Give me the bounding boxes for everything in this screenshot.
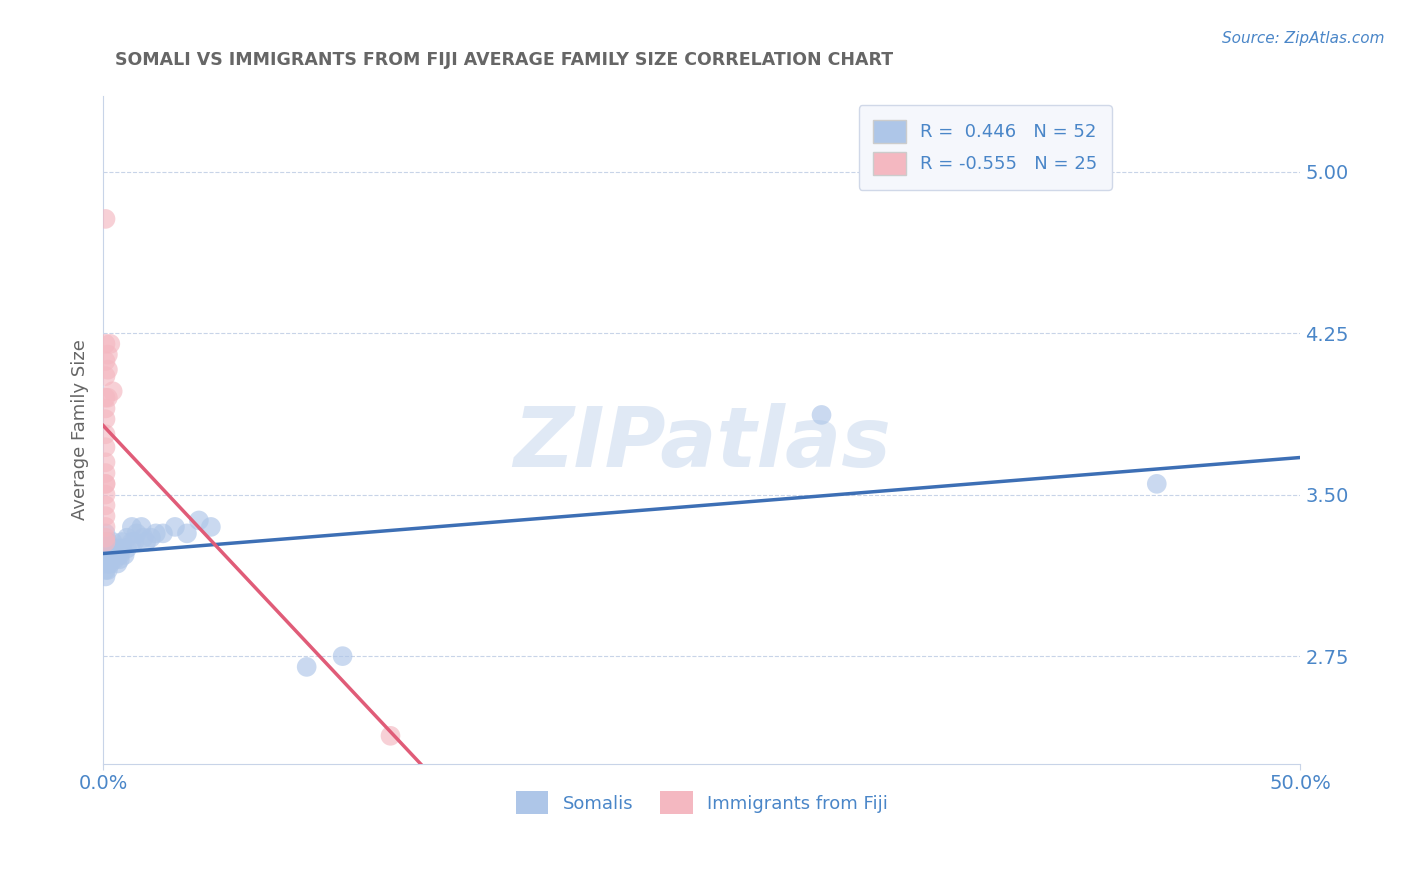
Point <box>107 557 129 571</box>
Text: Source: ZipAtlas.com: Source: ZipAtlas.com <box>1222 31 1385 46</box>
Point <box>94 526 117 541</box>
Point <box>108 548 131 562</box>
Legend: Somalis, Immigrants from Fiji: Somalis, Immigrants from Fiji <box>509 784 896 822</box>
Point <box>94 520 117 534</box>
Point <box>94 391 117 405</box>
Text: ZIPatlas: ZIPatlas <box>513 403 891 483</box>
Point <box>121 520 143 534</box>
Point <box>115 531 138 545</box>
Point <box>94 354 117 368</box>
Point <box>163 520 186 534</box>
Point <box>97 563 120 577</box>
Point <box>97 541 120 556</box>
Point <box>94 552 117 566</box>
Point <box>98 336 121 351</box>
Point <box>125 526 148 541</box>
Point <box>94 557 117 571</box>
Point <box>94 401 117 416</box>
Point <box>94 427 117 442</box>
Point <box>94 541 117 556</box>
Point <box>152 526 174 541</box>
Point <box>101 541 124 556</box>
Point <box>97 548 120 562</box>
Point <box>1146 476 1168 491</box>
Point <box>94 211 117 226</box>
Point <box>94 440 117 454</box>
Point <box>122 535 145 549</box>
Point <box>115 541 138 556</box>
Point <box>176 526 198 541</box>
Point <box>108 552 131 566</box>
Point <box>97 552 120 566</box>
Point <box>200 520 222 534</box>
Y-axis label: Average Family Size: Average Family Size <box>72 340 89 520</box>
Point <box>101 535 124 549</box>
Point <box>94 476 117 491</box>
Point <box>94 476 117 491</box>
Point <box>107 548 129 562</box>
Point <box>98 541 121 556</box>
Point <box>97 557 120 571</box>
Point <box>94 487 117 501</box>
Point <box>98 557 121 571</box>
Point <box>97 348 120 362</box>
Point <box>145 526 167 541</box>
Point <box>97 535 120 549</box>
Point <box>94 531 117 545</box>
Point <box>114 548 136 562</box>
Point <box>380 729 402 743</box>
Point <box>94 336 117 351</box>
Point <box>94 412 117 426</box>
Point <box>135 535 157 549</box>
Point <box>132 531 155 545</box>
Point <box>94 535 117 549</box>
Point <box>97 362 120 376</box>
Point <box>104 548 127 562</box>
Point <box>94 548 117 562</box>
Point <box>94 509 117 524</box>
Point <box>111 535 134 549</box>
Point <box>139 531 162 545</box>
Point <box>98 552 121 566</box>
Point <box>98 548 121 562</box>
Point <box>94 369 117 384</box>
Point <box>104 552 127 566</box>
Point <box>94 535 117 549</box>
Point <box>810 408 832 422</box>
Text: SOMALI VS IMMIGRANTS FROM FIJI AVERAGE FAMILY SIZE CORRELATION CHART: SOMALI VS IMMIGRANTS FROM FIJI AVERAGE F… <box>115 52 893 70</box>
Point <box>94 563 117 577</box>
Point <box>94 499 117 513</box>
Point <box>94 466 117 480</box>
Point <box>104 541 127 556</box>
Point <box>107 541 129 556</box>
Point <box>295 660 318 674</box>
Point <box>187 513 209 527</box>
Point <box>101 384 124 399</box>
Point <box>131 520 153 534</box>
Point <box>121 535 143 549</box>
Point <box>332 649 354 664</box>
Point <box>94 569 117 583</box>
Point <box>111 541 134 556</box>
Point <box>94 455 117 469</box>
Point <box>101 548 124 562</box>
Point <box>97 391 120 405</box>
